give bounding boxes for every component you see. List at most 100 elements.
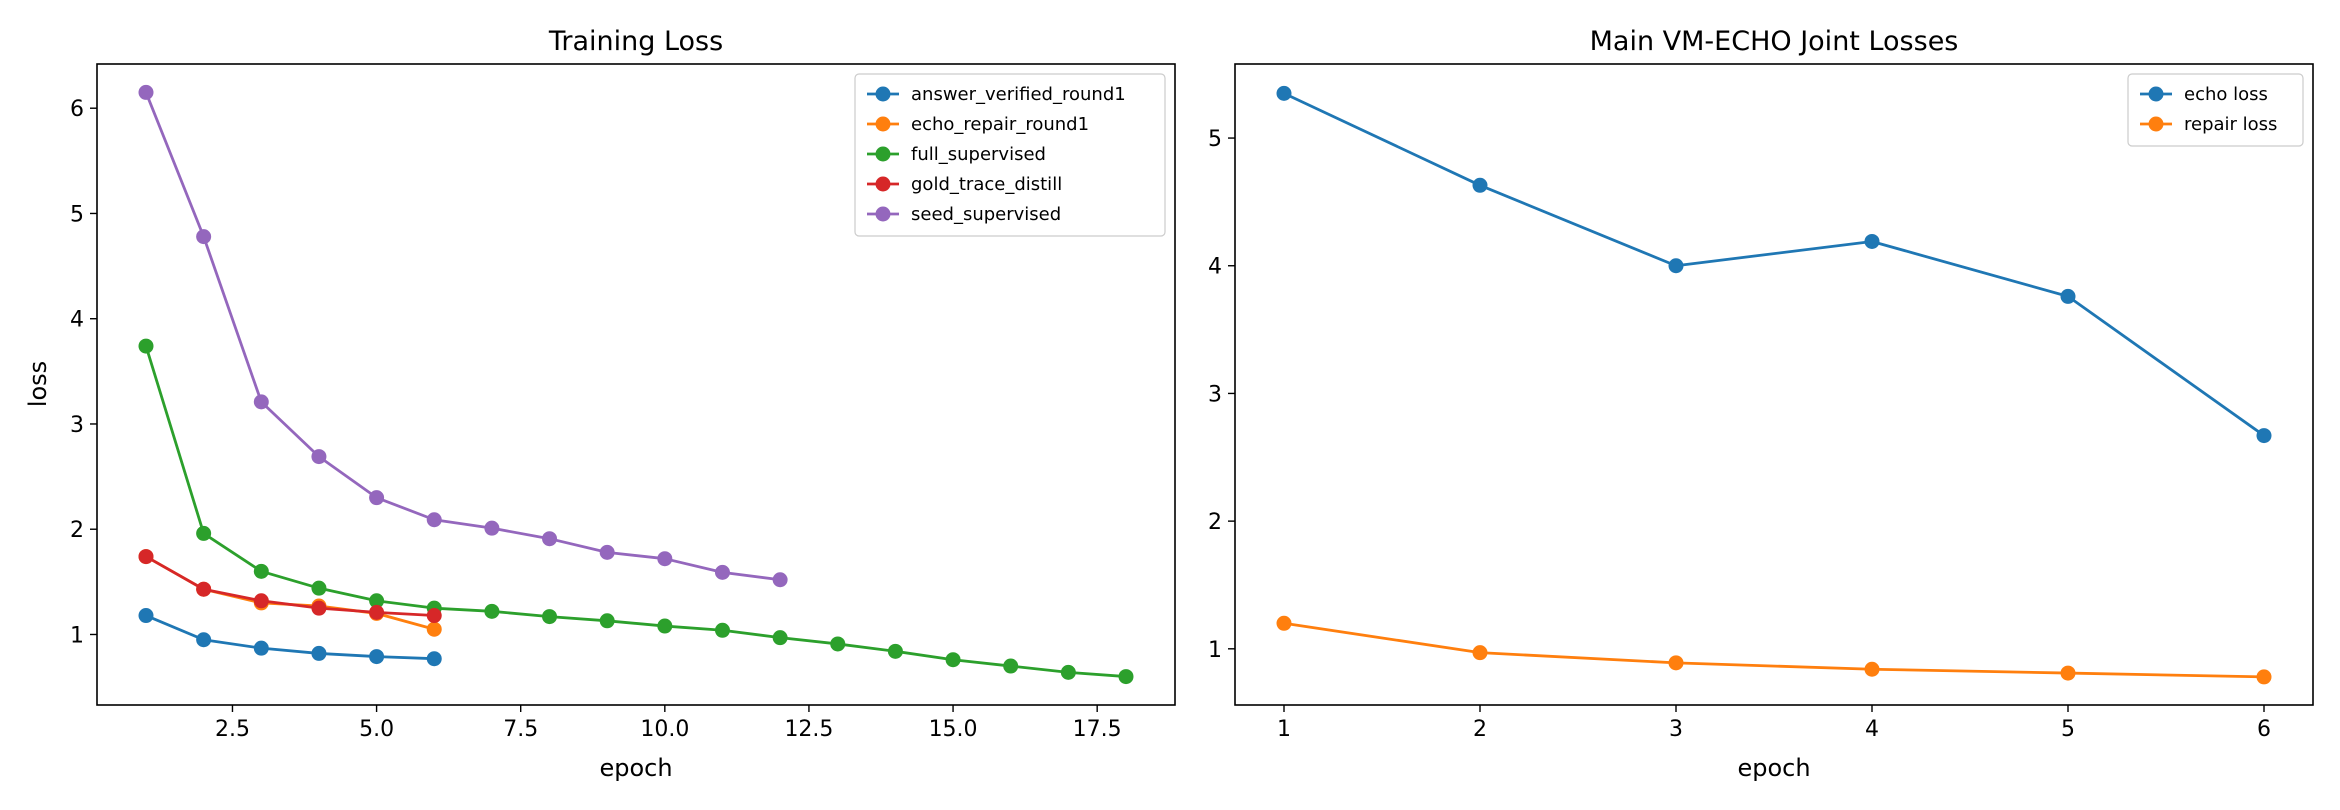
- data-point-seed-supervised: [369, 490, 385, 506]
- data-point-full-supervised: [311, 580, 327, 596]
- x-tick-label: 12.5: [784, 717, 833, 742]
- y-tick-label: 5: [1208, 127, 1222, 152]
- data-point-echo-loss: [2256, 428, 2272, 444]
- x-axis-label: epoch: [1737, 754, 1810, 782]
- data-point-seed-supervised: [484, 520, 500, 536]
- data-point-gold-trace-distill: [311, 600, 327, 616]
- data-point-repair-loss: [2060, 665, 2076, 681]
- data-point-full-supervised: [196, 525, 212, 541]
- chart-title: Training Loss: [548, 26, 723, 57]
- data-point-full-supervised: [542, 609, 558, 625]
- y-tick-label: 2: [70, 518, 84, 543]
- series-line-answer-verified-round1: [144, 614, 436, 661]
- series-line-gold-trace-distill: [144, 555, 436, 617]
- plot-area: [138, 84, 1134, 685]
- data-point-full-supervised: [714, 622, 730, 638]
- data-point-echo-loss: [1472, 177, 1488, 193]
- joint-losses-panel: Main VM-ECHO Joint Losses epoch echo los…: [1208, 26, 2314, 782]
- data-point-gold-trace-distill: [138, 549, 154, 565]
- series-line-repair-loss: [1282, 621, 2266, 679]
- data-point-echo-repair-round1: [426, 621, 442, 637]
- data-point-full-supervised: [1118, 669, 1134, 685]
- data-point-full-supervised: [1060, 664, 1076, 680]
- data-point-repair-loss: [2256, 669, 2272, 685]
- x-tick-label: 3: [1669, 717, 1683, 742]
- x-tick-label: 5.0: [359, 717, 394, 742]
- data-point-full-supervised: [830, 636, 846, 652]
- data-point-seed-supervised: [542, 531, 558, 547]
- data-point-answer-verified-round1: [253, 640, 269, 656]
- legend-marker-seed-supervised: [875, 206, 891, 222]
- data-point-repair-loss: [1276, 615, 1292, 631]
- data-point-full-supervised: [945, 652, 961, 668]
- series-line-echo-loss: [1282, 91, 2266, 437]
- data-point-seed-supervised: [657, 551, 673, 567]
- legend-label-gold-trace-distill: gold_trace_distill: [911, 174, 1062, 195]
- legend: answer_verified_round1 echo_repair_round1…: [854, 73, 1166, 237]
- y-tick-label: 4: [1208, 255, 1222, 280]
- data-point-answer-verified-round1: [311, 645, 327, 661]
- data-point-seed-supervised: [138, 84, 154, 100]
- x-tick-label: 17.5: [1073, 717, 1122, 742]
- y-axis-label: loss: [24, 361, 52, 407]
- x-tick-label: 1: [1277, 717, 1291, 742]
- data-point-seed-supervised: [426, 512, 442, 528]
- legend-marker-echo-repair-round1: [875, 116, 891, 132]
- data-point-full-supervised: [369, 593, 385, 609]
- data-point-gold-trace-distill: [253, 593, 269, 609]
- data-point-answer-verified-round1: [196, 632, 212, 648]
- legend-label-seed-supervised: seed_supervised: [911, 204, 1061, 225]
- legend-marker-echo-loss: [2148, 86, 2164, 102]
- x-axis-label: epoch: [599, 754, 672, 782]
- legend-box: [2127, 73, 2304, 147]
- data-point-full-supervised: [599, 613, 615, 629]
- legend: echo loss repair loss: [2127, 73, 2304, 147]
- data-point-full-supervised: [1003, 658, 1019, 674]
- legend-marker-repair-loss: [2148, 116, 2164, 132]
- x-tick-label: 15.0: [929, 717, 978, 742]
- y-tick-label: 1: [70, 623, 84, 648]
- data-point-full-supervised: [887, 643, 903, 659]
- legend-label-echo-repair-round1: echo_repair_round1: [911, 114, 1089, 135]
- y-tick-label: 4: [70, 308, 84, 333]
- legend-label-answer-verified-round1: answer_verified_round1: [911, 84, 1126, 105]
- data-point-answer-verified-round1: [138, 608, 154, 624]
- data-point-full-supervised: [772, 630, 788, 646]
- x-tick-label: 4: [1865, 717, 1879, 742]
- data-point-seed-supervised: [772, 572, 788, 588]
- data-point-echo-loss: [1668, 258, 1684, 274]
- x-tick-label: 6: [2257, 717, 2271, 742]
- y-tick-label: 3: [1208, 382, 1222, 407]
- y-tick-label: 6: [70, 97, 84, 122]
- chart-title: Main VM-ECHO Joint Losses: [1590, 26, 1959, 57]
- data-point-echo-loss: [1864, 233, 1880, 249]
- data-point-gold-trace-distill: [196, 581, 212, 597]
- legend-box: [854, 73, 1166, 237]
- plot-area: [1276, 85, 2272, 685]
- series-line-full-supervised: [144, 344, 1128, 678]
- data-point-echo-loss: [2060, 288, 2076, 304]
- data-point-gold-trace-distill: [426, 608, 442, 624]
- data-point-seed-supervised: [253, 394, 269, 410]
- x-tick-label: 2.5: [215, 717, 250, 742]
- axes-frame: [1234, 63, 2314, 706]
- x-tick-label: 5: [2061, 717, 2075, 742]
- data-point-seed-supervised: [599, 544, 615, 560]
- y-tick-label: 5: [70, 202, 84, 227]
- data-point-seed-supervised: [196, 229, 212, 245]
- x-tick-label: 2: [1473, 717, 1487, 742]
- x-tick-label: 10.0: [640, 717, 689, 742]
- training-loss-panel: Training Loss epoch loss answer_verified…: [24, 26, 1176, 782]
- data-point-full-supervised: [484, 603, 500, 619]
- data-point-seed-supervised: [311, 449, 327, 465]
- legend-marker-answer-verified-round1: [875, 86, 891, 102]
- data-point-echo-loss: [1276, 85, 1292, 101]
- legend-marker-gold-trace-distill: [875, 176, 891, 192]
- data-point-full-supervised: [253, 563, 269, 579]
- y-tick-label: 2: [1208, 510, 1222, 535]
- legend-label-full-supervised: full_supervised: [911, 144, 1046, 165]
- data-point-gold-trace-distill: [369, 604, 385, 620]
- legend-label-repair-loss: repair loss: [2184, 114, 2277, 135]
